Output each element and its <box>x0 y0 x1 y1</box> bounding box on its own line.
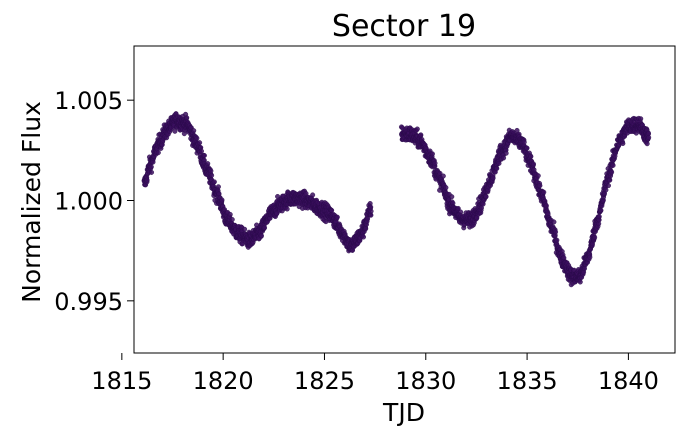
data-point <box>490 175 496 181</box>
data-point <box>194 135 200 141</box>
data-point <box>368 204 374 210</box>
data-points-group <box>141 111 652 288</box>
data-point <box>524 145 530 151</box>
data-point <box>197 140 203 146</box>
x-tick-label: 1825 <box>294 367 355 395</box>
data-point <box>284 206 290 212</box>
data-point <box>429 151 435 157</box>
data-point <box>503 150 509 156</box>
x-tick-label: 1840 <box>598 367 659 395</box>
data-point <box>553 229 559 235</box>
data-point <box>198 148 204 154</box>
data-point <box>501 155 507 161</box>
data-point <box>334 214 340 220</box>
data-point <box>620 140 626 146</box>
data-point <box>603 187 609 193</box>
data-point <box>365 216 371 222</box>
data-point <box>440 173 446 179</box>
data-point <box>215 184 221 190</box>
data-point <box>455 205 461 211</box>
data-point <box>368 208 374 214</box>
data-point <box>414 126 420 132</box>
data-point <box>587 254 593 260</box>
data-point <box>554 237 560 243</box>
data-point <box>530 161 536 167</box>
data-point <box>184 115 190 121</box>
data-point <box>577 279 583 285</box>
data-point <box>208 168 214 174</box>
data-point <box>592 234 598 240</box>
data-point <box>262 225 268 231</box>
x-tick-label: 1820 <box>193 367 254 395</box>
data-point <box>607 177 613 183</box>
data-point <box>598 207 604 213</box>
data-point <box>229 217 235 223</box>
data-point <box>543 203 549 209</box>
data-point <box>480 201 486 207</box>
data-point <box>242 226 248 232</box>
data-point <box>148 164 154 170</box>
y-tick-label: 1.000 <box>54 188 123 216</box>
data-point <box>222 207 228 213</box>
x-axis-ticks: 1815 1820 1825 1830 1835 1840 <box>91 353 659 395</box>
data-point <box>432 160 438 166</box>
data-point <box>551 219 557 225</box>
data-point <box>596 214 602 220</box>
data-point <box>609 169 615 175</box>
data-point <box>144 177 150 183</box>
data-point <box>646 134 652 140</box>
data-point <box>149 169 155 175</box>
data-point <box>610 162 616 168</box>
data-point <box>363 226 369 232</box>
data-point <box>496 160 502 166</box>
y-tick-label: 1.005 <box>54 87 123 115</box>
data-point <box>494 165 500 171</box>
data-point <box>155 150 161 156</box>
y-axis-ticks: 0.995 1.000 1.005 <box>54 87 134 316</box>
y-axis-label: Normalized Flux <box>17 101 46 303</box>
data-point <box>191 128 197 134</box>
data-point <box>449 194 455 200</box>
y-tick-label: 0.995 <box>54 288 123 316</box>
data-point <box>437 170 443 176</box>
data-point <box>443 185 449 191</box>
data-point <box>227 211 233 217</box>
data-point <box>638 116 644 122</box>
x-tick-label: 1830 <box>395 367 456 395</box>
data-point <box>201 153 207 159</box>
data-point <box>535 173 541 179</box>
data-point <box>219 197 225 203</box>
x-axis-label: TJD <box>382 398 425 427</box>
x-tick-label: 1835 <box>497 367 558 395</box>
data-point <box>528 153 534 159</box>
x-tick-label: 1815 <box>91 367 152 395</box>
chart-title: Sector 19 <box>332 9 476 44</box>
data-point <box>258 233 264 239</box>
data-point <box>310 192 316 198</box>
data-point <box>172 128 178 134</box>
data-point <box>605 183 611 189</box>
data-point <box>483 194 489 200</box>
data-point <box>537 183 543 189</box>
data-point <box>216 191 222 197</box>
data-point <box>418 132 424 138</box>
data-point <box>541 189 547 195</box>
data-point <box>211 179 217 185</box>
data-point <box>209 172 215 178</box>
plot-frame <box>133 45 676 354</box>
data-point <box>361 234 367 240</box>
